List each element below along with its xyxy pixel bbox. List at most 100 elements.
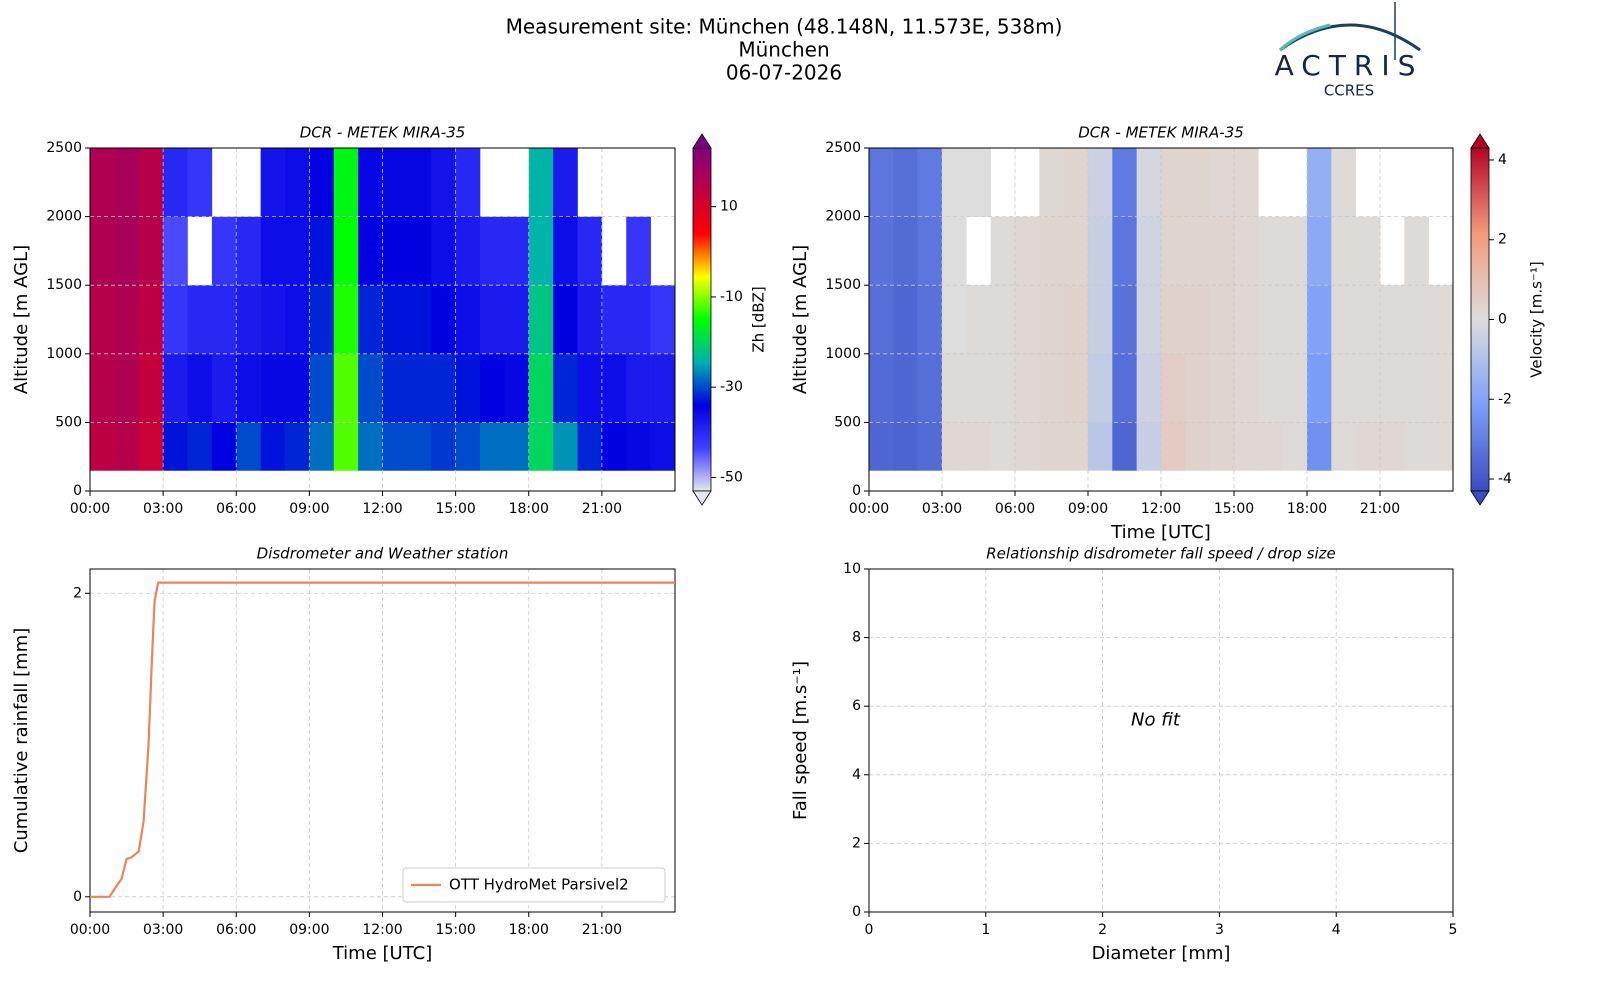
heatmap-cell: [406, 285, 432, 355]
heatmap-cell: [236, 285, 261, 355]
heatmap-cell: [942, 216, 967, 286]
heatmap-cell: [601, 285, 627, 355]
heatmap-cell: [1136, 216, 1162, 286]
y-tick-label: 0: [852, 904, 861, 920]
heatmap-cell: [1428, 285, 1454, 355]
heatmap-cell: [1015, 216, 1040, 286]
heatmap-cell: [942, 353, 967, 423]
heatmap-cell: [260, 216, 286, 286]
heatmap-cell: [163, 148, 188, 217]
heatmap-cell: [1209, 422, 1235, 471]
heatmap-cell: [1185, 422, 1210, 471]
colorbar-extend-bottom: [692, 490, 712, 506]
annotation: No fit: [1131, 710, 1181, 731]
colorbar-tick-label: -2: [1498, 391, 1512, 407]
heatmap-cell: [236, 422, 261, 471]
figure-title: Measurement site: München (48.148N, 11.5…: [506, 15, 1063, 39]
heatmap-cell: [1039, 422, 1064, 471]
x-tick-label: 1: [981, 922, 990, 938]
heatmap-cell: [1282, 353, 1308, 423]
y-axis-label: Altitude [m AGL]: [790, 245, 811, 394]
colorbar-tick-label: -4: [1498, 471, 1512, 487]
heatmap-cell: [406, 422, 432, 471]
colorbar-tick-label: -10: [720, 289, 743, 305]
plot-frame: [868, 147, 1454, 492]
heatmap-cell: [431, 216, 456, 286]
heatmap-cell: [431, 285, 456, 355]
heatmap-cell: [114, 285, 140, 355]
heatmap-cell: [1258, 353, 1283, 423]
y-tick-label: 2000: [46, 209, 82, 225]
heatmap-cell: [1355, 216, 1381, 286]
heatmap-cell: [358, 216, 383, 286]
x-tick-label: 21:00: [1360, 501, 1400, 517]
chart-title: DCR - METEK MIRA-35: [300, 124, 466, 142]
heatmap-cell: [1258, 285, 1283, 355]
heatmap-cell: [1136, 353, 1162, 423]
heatmap-cell: [358, 353, 383, 423]
heatmap-cell: [382, 285, 408, 355]
heatmap-cell: [236, 353, 261, 423]
heatmap-cell: [309, 353, 335, 423]
heatmap-cell: [163, 216, 188, 286]
heatmap-cell: [1380, 285, 1405, 355]
heatmap-cell: [1015, 353, 1040, 423]
heatmap-cell: [1112, 353, 1137, 423]
heatmap-cell: [1015, 422, 1040, 471]
x-tick-label: 09:00: [289, 922, 329, 938]
heatmap-cell: [187, 422, 213, 471]
heatmap-cell: [382, 216, 408, 286]
heatmap-cell: [187, 353, 213, 423]
heatmap-cell: [236, 216, 261, 286]
heatmap-cell: [260, 148, 286, 217]
colorbar-label: Velocity [m.s⁻¹]: [1528, 261, 1546, 377]
heatmap-cell: [1063, 285, 1089, 355]
heatmap-cell: [626, 353, 651, 423]
heatmap-cell: [309, 148, 335, 217]
colorbar: [1470, 147, 1490, 492]
chart-title: Relationship disdrometer fall speed / dr…: [986, 545, 1336, 563]
heatmap-cell: [1307, 285, 1332, 355]
heatmap-cell: [1307, 353, 1332, 423]
heatmap-cell: [1404, 353, 1429, 423]
heatmap-cell: [1136, 422, 1162, 471]
heatmap-cell: [601, 353, 627, 423]
x-tick-label: 00:00: [70, 501, 110, 517]
heatmap-cell: [187, 148, 213, 217]
y-tick-label: 8: [852, 630, 861, 646]
chart-title: Disdrometer and Weather station: [257, 545, 509, 563]
heatmap-cell: [990, 285, 1016, 355]
heatmap-cell: [966, 285, 991, 355]
heatmap-cell: [917, 148, 943, 217]
heatmap-cell: [553, 148, 578, 217]
heatmap-cell: [1234, 216, 1259, 286]
heatmap-cell: [1234, 285, 1259, 355]
y-tick-label: 1500: [46, 277, 82, 293]
y-tick-label: 1000: [46, 346, 82, 362]
heatmap-cell: [455, 422, 481, 471]
heatmap-cell: [893, 216, 918, 286]
heatmap-cell: [1161, 285, 1186, 355]
heatmap-cell: [1380, 422, 1405, 471]
heatmap-cell: [1258, 422, 1283, 471]
heatmap-cell: [577, 285, 603, 355]
heatmap-cell: [1088, 216, 1113, 286]
heatmap-cell: [1209, 353, 1235, 423]
heatmap-cell: [626, 216, 651, 286]
heatmap-cell: [1112, 148, 1137, 217]
heatmap-cell: [966, 148, 991, 217]
heatmap-cell: [650, 353, 676, 423]
heatmap-cell: [285, 422, 310, 471]
heatmap-cell: [650, 285, 676, 355]
heatmap-cell: [577, 422, 603, 471]
heatmap-cell: [382, 422, 408, 471]
colorbar-tick-label: -50: [720, 469, 743, 485]
x-tick-label: 12:00: [362, 922, 402, 938]
heatmap-cell: [138, 148, 164, 217]
heatmap-cell: [1112, 216, 1137, 286]
x-tick-label: 09:00: [289, 501, 329, 517]
colorbar-tick-label: -30: [720, 379, 743, 395]
x-tick-label: 09:00: [1068, 501, 1108, 517]
heatmap-cell: [504, 422, 530, 471]
y-tick-label: 2: [852, 835, 861, 851]
